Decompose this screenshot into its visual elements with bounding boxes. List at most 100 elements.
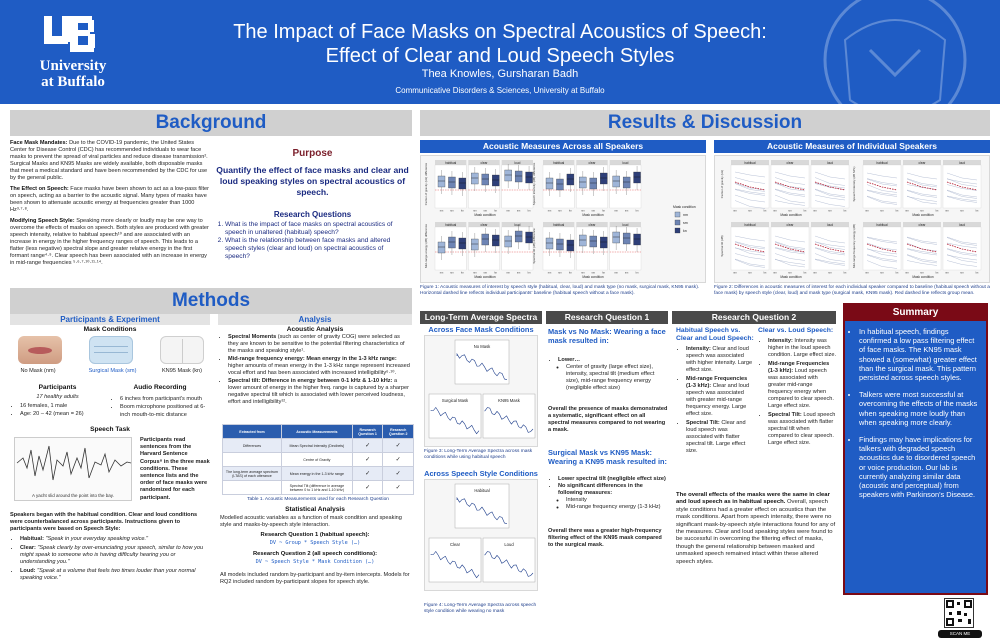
rq2-habitual-list: Intensity: Clear and loud speech was ass… [678,346,754,455]
research-questions-heading: Research Questions [273,210,352,219]
facet-label: loud [514,161,520,165]
table-cell: Mean energy in the 1-3 kHz range [280,466,353,481]
table-cell [222,480,282,495]
facet-strip [609,222,641,227]
speaker-line [866,184,898,193]
speaker-line [774,171,806,179]
rq2-i1-text: Clear and loud speech was associated wit… [686,346,753,373]
group-mean-line [734,243,766,253]
speaker-line [906,260,938,266]
spectrum-panel [428,393,482,439]
speaker-line [774,182,806,192]
spectral-moments-item: Spectral Moments (such as center of grav… [228,334,412,355]
speaker-line [866,237,898,244]
spectrum-panel [454,339,510,385]
speaker-line [866,248,898,257]
speaker-line [734,247,766,254]
purpose-box: Purpose Quantify the effect of face mask… [215,148,410,261]
figure-4-spectra: Habitual Clear Loud [428,483,536,583]
speaker-line [734,258,766,267]
x-tick-label: sm [960,272,963,275]
boxplot-box [600,172,608,185]
table-cell: The long-term average spectrum (LTAS) of… [222,466,282,481]
spectrum-title: Clear [450,542,461,547]
rq2-model-heading: Research Question 2 (all speech conditio… [252,551,378,557]
facet-label: loud [827,161,833,165]
speaker-line [734,241,766,248]
acoustic-analysis-list: Spectral Moments (such as center of grav… [220,334,412,406]
facet-panel [862,164,902,209]
x-axis-label: Mask condition [912,213,933,217]
speech-task-heading: Speech Task [90,426,130,433]
participants-list: 16 females, 1 male Age: 20 – 42 (mean = … [12,402,107,418]
speaker-line [734,253,766,260]
rq1-text1: Overall the presence of masks demonstrat… [548,406,668,433]
table-header: Extracted from [222,424,282,439]
rq2-midrange: Mid-range Frequencies (1-3 kHz): Clear a… [686,376,754,418]
speaker-line [906,190,938,198]
b3-text: a lower amount of energy in the higher f… [228,378,409,405]
spectrum-line [484,407,534,433]
boxplot-box [545,177,554,190]
rq1-kn95-list: Lower spectral tilt (negligible effect s… [550,476,668,511]
x-tick-label: kn [764,271,767,275]
speaker-line [946,189,978,198]
poster-header: University at Buffalo The Impact of Face… [0,0,1000,104]
facet-strip [863,160,901,165]
boxplot-box [504,169,512,182]
rq2-habitual-vs-others: Habitual Speech vs. Clear and Loud Speec… [676,327,754,343]
boxplot-box [514,230,523,243]
x-tick-label: nm [905,210,909,213]
speaker-line [906,254,938,262]
boxplot-box [437,175,446,188]
speaker-line [866,196,898,205]
background-p3: Modifying Speech Style: Speaking more cl… [10,218,210,267]
purpose-text: Quantify the effect of face masks and cl… [216,165,409,197]
y-axis-label: Center of gravity (Hz) [720,170,724,199]
boxplot-box [622,176,631,189]
table-header-row: Extracted from Acoustic Measurements Res… [222,424,414,439]
x-tick-label: sm [920,210,923,213]
x-tick-label: kn [896,209,899,213]
speaker-line [866,189,898,196]
x-tick-label: nm [733,210,737,213]
boxplot-box [566,239,575,252]
mask-conditions-heading: Mask Conditions [83,326,137,333]
summary-item-2: Talkers were most successful at overcomi… [859,390,980,427]
rq1-item: What is the impact of face masks on spec… [225,221,410,237]
x-tick-label: nm [506,272,510,275]
facet-strip [435,160,467,165]
table-row: Differences Mean Spectral Intensity (Dec… [222,438,414,453]
x-tick-label: sm [592,210,595,213]
rq1-surgical-vs-kn95: Surgical Mask vs KN95 Mask: Wearing a KN… [548,448,667,466]
table-cell: Differences [222,438,282,453]
rq1-lower-item: Center of gravity (large effect size), i… [566,364,668,392]
figure-3: No Mask Surgical Mask KN95 Mask [424,335,538,447]
qr-code-icon[interactable] [944,598,974,628]
speaker-line [734,188,766,195]
speaker-line [866,178,898,185]
speaker-line [946,248,978,255]
facet-panel [942,226,982,271]
speaker-line [906,248,938,254]
speaker-line [906,236,938,244]
figure-2: Center of gravity (Hz) habitual nm sm kn clea… [714,155,990,283]
x-tick-label: nm [548,210,552,213]
clear-label: Clear: [20,545,36,551]
group-mean-line [774,181,806,191]
facet-label: loud [827,223,833,227]
boxplot-box [633,171,641,184]
speaker-line [906,178,938,186]
statistical-analysis-heading: Statistical Analysis [285,506,345,513]
speaker-line [814,200,846,207]
x-tick-label: sm [748,210,751,213]
ltas-heading: Long-Term Average Spectra [420,311,542,324]
facet-panel [810,226,850,271]
speaker-line [906,184,938,190]
figure-4: Habitual Clear Loud [424,479,538,591]
x-tick-label: kn [636,271,639,275]
rq1-heading: Research Question 1 [546,311,668,324]
kn95-mask-image [160,336,204,364]
boxplot-box [556,238,564,251]
speaker-line [734,177,766,184]
